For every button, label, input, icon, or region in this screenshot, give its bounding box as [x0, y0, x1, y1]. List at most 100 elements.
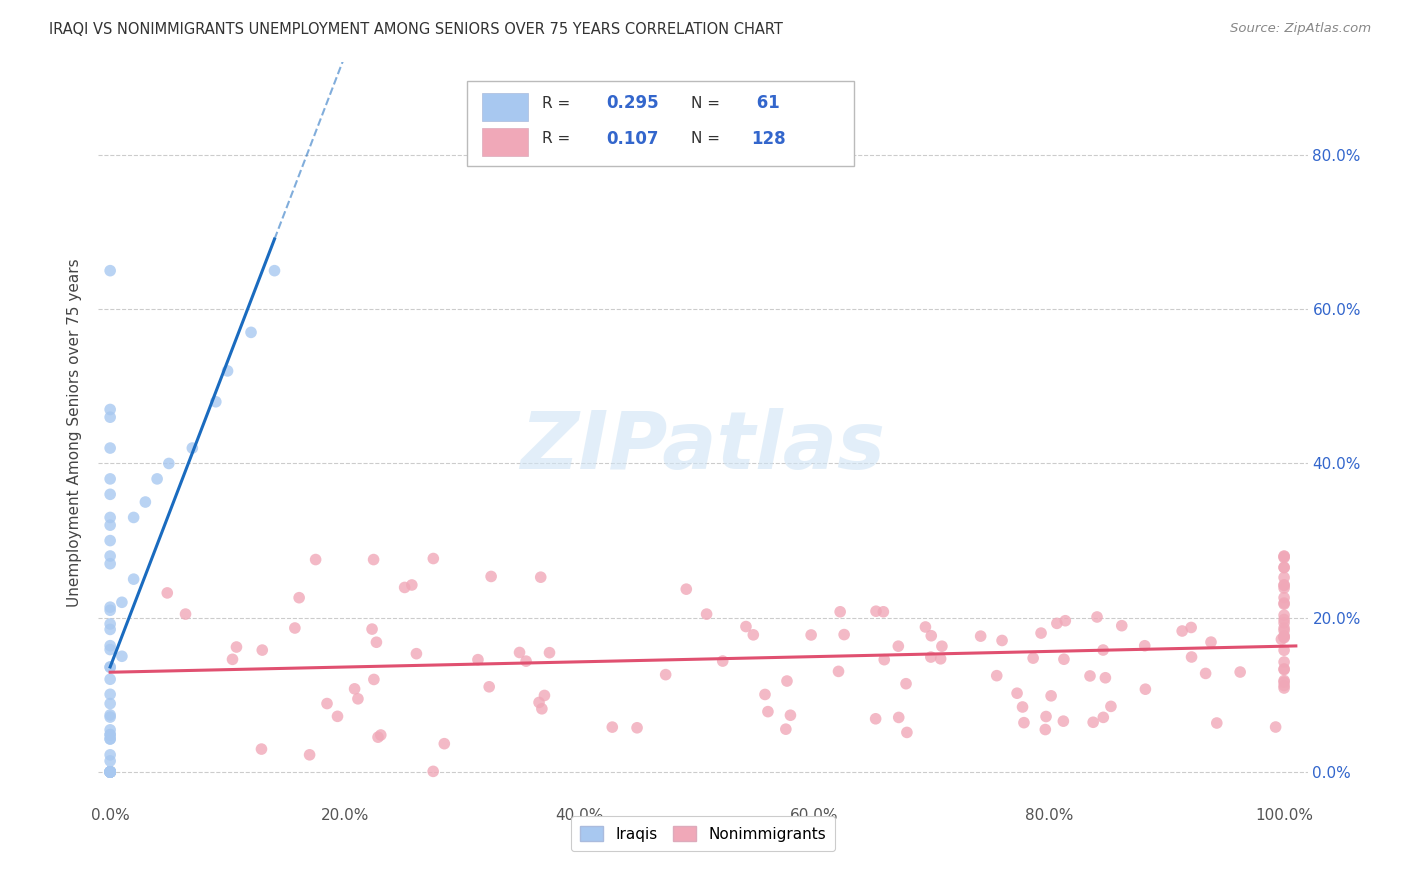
Point	[98, 518, 121, 533]
Text: 0.107: 0.107	[606, 129, 659, 148]
Point	[157, 457, 180, 471]
Point	[756, 705, 779, 719]
Point	[1040, 689, 1063, 703]
Point	[872, 605, 894, 619]
Point	[98, 533, 121, 548]
Point	[776, 673, 799, 688]
Point	[509, 645, 531, 659]
Point	[929, 652, 952, 666]
Point	[1171, 624, 1194, 638]
Point	[361, 622, 384, 636]
Point	[1272, 621, 1295, 635]
Text: 61: 61	[751, 95, 780, 112]
Point	[326, 709, 349, 723]
Point	[98, 687, 121, 701]
Point	[1099, 699, 1122, 714]
Point	[98, 402, 121, 417]
Point	[98, 639, 121, 653]
Point	[986, 668, 1008, 682]
Point	[98, 697, 121, 711]
Point	[894, 676, 917, 690]
Point	[1029, 626, 1052, 640]
Point	[422, 764, 444, 779]
Point	[370, 728, 392, 742]
Point	[366, 635, 388, 649]
Point	[288, 591, 311, 605]
Point	[98, 764, 121, 779]
Text: ZIPatlas: ZIPatlas	[520, 409, 886, 486]
Text: N =: N =	[690, 95, 724, 111]
Point	[98, 764, 121, 779]
Point	[98, 549, 121, 563]
Point	[1229, 665, 1251, 679]
Point	[98, 441, 121, 455]
Point	[1272, 613, 1295, 627]
Point	[1022, 651, 1045, 665]
Point	[250, 742, 273, 756]
Point	[1035, 709, 1057, 723]
Point	[401, 578, 423, 592]
Point	[98, 410, 121, 425]
Point	[991, 633, 1014, 648]
Point	[530, 570, 553, 584]
Point	[98, 764, 121, 779]
Point	[1270, 632, 1292, 647]
Point	[98, 764, 121, 779]
Point	[1272, 560, 1295, 574]
Point	[347, 691, 370, 706]
Point	[1272, 643, 1295, 657]
Point	[367, 730, 389, 744]
Point	[98, 660, 121, 674]
Point	[1272, 597, 1295, 611]
Point	[1199, 635, 1222, 649]
Point	[800, 628, 823, 642]
Point	[1094, 671, 1116, 685]
Point	[394, 581, 416, 595]
Point	[914, 620, 936, 634]
Point	[530, 702, 553, 716]
Point	[174, 607, 197, 621]
Point	[156, 586, 179, 600]
Point	[1272, 549, 1295, 563]
Point	[1272, 578, 1295, 592]
Point	[98, 600, 121, 615]
Point	[98, 764, 121, 779]
Point	[98, 557, 121, 571]
Point	[1111, 618, 1133, 632]
Point	[98, 764, 121, 779]
Point	[1272, 578, 1295, 592]
Point	[1092, 643, 1115, 657]
Point	[775, 722, 797, 736]
FancyBboxPatch shape	[482, 93, 527, 121]
Point	[134, 495, 156, 509]
Y-axis label: Unemployment Among Seniors over 75 years: Unemployment Among Seniors over 75 years	[67, 259, 83, 607]
Point	[830, 605, 852, 619]
Point	[98, 672, 121, 686]
Point	[98, 764, 121, 779]
Point	[1272, 631, 1295, 645]
Point	[98, 731, 121, 746]
Point	[1272, 663, 1295, 677]
Point	[478, 680, 501, 694]
Point	[1272, 675, 1295, 690]
Point	[1205, 716, 1227, 731]
Point	[1272, 581, 1295, 595]
Point	[98, 747, 121, 762]
Point	[1272, 596, 1295, 610]
FancyBboxPatch shape	[467, 81, 855, 166]
Point	[343, 681, 366, 696]
Point	[1092, 710, 1115, 724]
Point	[363, 673, 385, 687]
Point	[865, 604, 887, 618]
Point	[1085, 610, 1108, 624]
Point	[98, 710, 121, 724]
Point	[98, 263, 121, 277]
Point	[98, 764, 121, 779]
Text: 128: 128	[751, 129, 786, 148]
Point	[98, 764, 121, 779]
Point	[1133, 639, 1156, 653]
Point	[98, 487, 121, 501]
Point	[1272, 624, 1295, 638]
Point	[1272, 662, 1295, 676]
Point	[98, 764, 121, 779]
